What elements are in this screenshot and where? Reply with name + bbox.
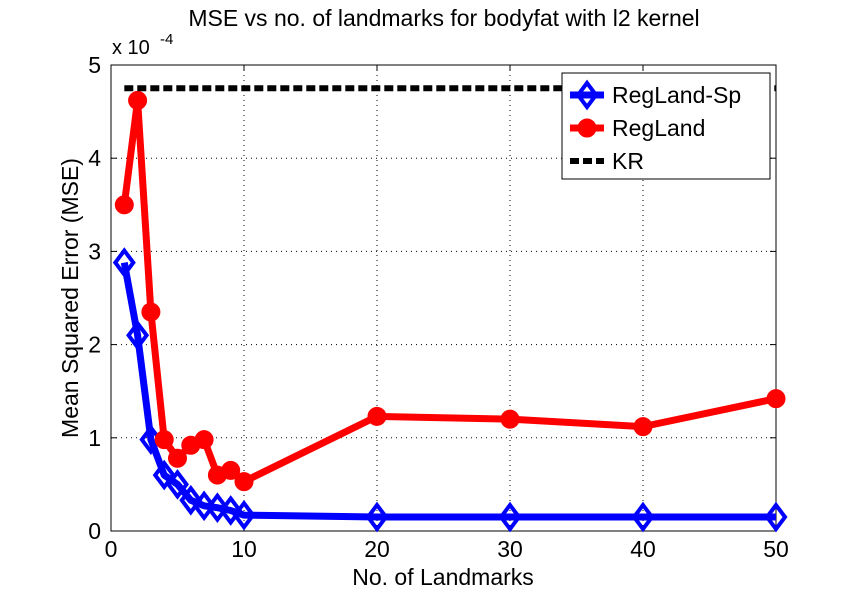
data-point bbox=[128, 90, 148, 110]
y-axis-label: Mean Squared Error (MSE) bbox=[57, 158, 83, 438]
legend: RegLand-Sp RegLand KR bbox=[561, 72, 771, 180]
data-point bbox=[154, 430, 174, 450]
y-tick-label: 4 bbox=[88, 145, 101, 171]
y-exponent-base: x 10 bbox=[112, 37, 150, 59]
legend-label: RegLand bbox=[612, 115, 705, 141]
y-tick-label: 3 bbox=[88, 238, 101, 264]
series-regland-sp bbox=[112, 247, 788, 533]
legend-marker bbox=[577, 118, 597, 138]
data-point bbox=[179, 484, 203, 516]
ticks: 0 10 20 30 40 50 0 1 2 3 4 5 bbox=[88, 52, 789, 562]
data-point bbox=[221, 460, 241, 480]
x-tick-label: 50 bbox=[763, 536, 789, 562]
x-tick-label: 10 bbox=[231, 536, 257, 562]
series-line bbox=[120, 96, 777, 486]
data-point bbox=[367, 406, 387, 426]
y-tick-label: 0 bbox=[88, 518, 101, 544]
y-exponent: x 10 -4 bbox=[112, 31, 173, 59]
y-exponent-power: -4 bbox=[160, 31, 173, 48]
y-tick-label: 1 bbox=[88, 425, 101, 451]
data-point bbox=[166, 469, 189, 500]
legend-marker bbox=[575, 79, 599, 111]
series-layer bbox=[112, 85, 788, 533]
data-point bbox=[766, 389, 786, 409]
y-tick-label: 2 bbox=[88, 332, 101, 358]
data-point bbox=[141, 302, 161, 322]
x-tick-label: 20 bbox=[364, 536, 390, 562]
axes-box bbox=[110, 64, 777, 532]
data-point bbox=[192, 490, 216, 522]
data-point bbox=[498, 501, 522, 533]
legend-label: KR bbox=[612, 148, 644, 174]
data-point bbox=[764, 501, 788, 533]
legend-label: RegLand-Sp bbox=[612, 82, 741, 108]
data-point bbox=[631, 501, 655, 533]
data-point bbox=[205, 492, 229, 524]
series-regland bbox=[114, 90, 786, 492]
data-point bbox=[112, 247, 136, 278]
x-tick-label: 0 bbox=[105, 536, 118, 562]
data-point bbox=[152, 459, 176, 491]
data-point bbox=[500, 409, 520, 429]
y-tick-label: 5 bbox=[88, 52, 101, 78]
data-point bbox=[219, 495, 243, 526]
grid bbox=[111, 65, 776, 531]
data-point bbox=[234, 472, 254, 492]
data-point bbox=[365, 501, 389, 533]
data-point bbox=[126, 319, 150, 351]
data-point bbox=[114, 195, 134, 215]
x-tick-label: 40 bbox=[630, 536, 656, 562]
data-point bbox=[194, 430, 214, 450]
x-axis-label: No. of Landmarks bbox=[352, 564, 534, 590]
data-point bbox=[168, 448, 187, 468]
data-point bbox=[232, 499, 256, 531]
x-tick-label: 30 bbox=[497, 536, 523, 562]
data-point bbox=[633, 417, 653, 437]
chart-title: MSE vs no. of landmarks for bodyfat with… bbox=[188, 5, 699, 31]
